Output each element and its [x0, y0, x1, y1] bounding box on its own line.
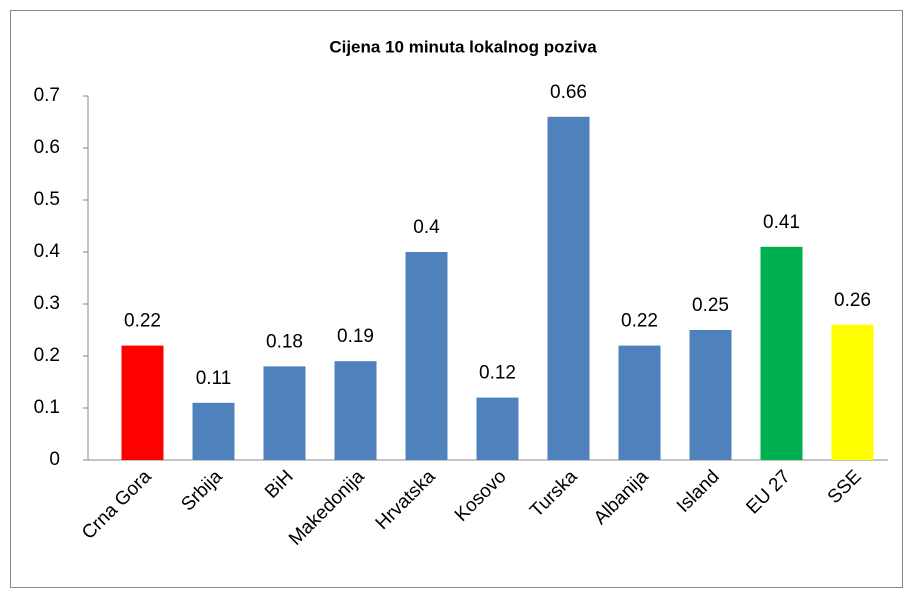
- value-label: 0.18: [266, 331, 303, 352]
- bar: [547, 116, 590, 461]
- bar: [831, 324, 874, 460]
- bar: [334, 361, 377, 460]
- value-label: 0.22: [124, 311, 161, 332]
- value-label: 0.26: [834, 290, 871, 311]
- bar: [263, 366, 306, 460]
- y-tick-label: 0.6: [34, 137, 60, 158]
- y-tick-label: 0: [49, 449, 60, 470]
- y-tick-label: 0.1: [34, 397, 60, 418]
- bar: [618, 345, 661, 460]
- value-label: 0.66: [550, 82, 587, 103]
- value-label: 0.4: [413, 217, 440, 238]
- y-tick-label: 0.5: [34, 189, 60, 210]
- value-label: 0.19: [337, 326, 374, 347]
- bar: [760, 246, 803, 460]
- bar: [192, 402, 235, 460]
- chart-border: [10, 10, 903, 588]
- y-tick-label: 0.2: [34, 345, 60, 366]
- value-label: 0.25: [692, 295, 729, 316]
- y-tick-label: 0.7: [34, 85, 60, 106]
- y-tick-label: 0.4: [34, 241, 61, 262]
- y-tick-label: 0.3: [34, 293, 60, 314]
- value-label: 0.41: [763, 212, 800, 233]
- bar: [476, 397, 519, 460]
- bar: [689, 330, 732, 460]
- chart-title: Cijena 10 minuta lokalnog poziva: [329, 37, 597, 56]
- value-label: 0.22: [621, 311, 658, 332]
- value-label: 0.11: [196, 368, 232, 389]
- bar: [121, 345, 164, 460]
- bar: [405, 252, 448, 460]
- value-label: 0.12: [479, 363, 516, 384]
